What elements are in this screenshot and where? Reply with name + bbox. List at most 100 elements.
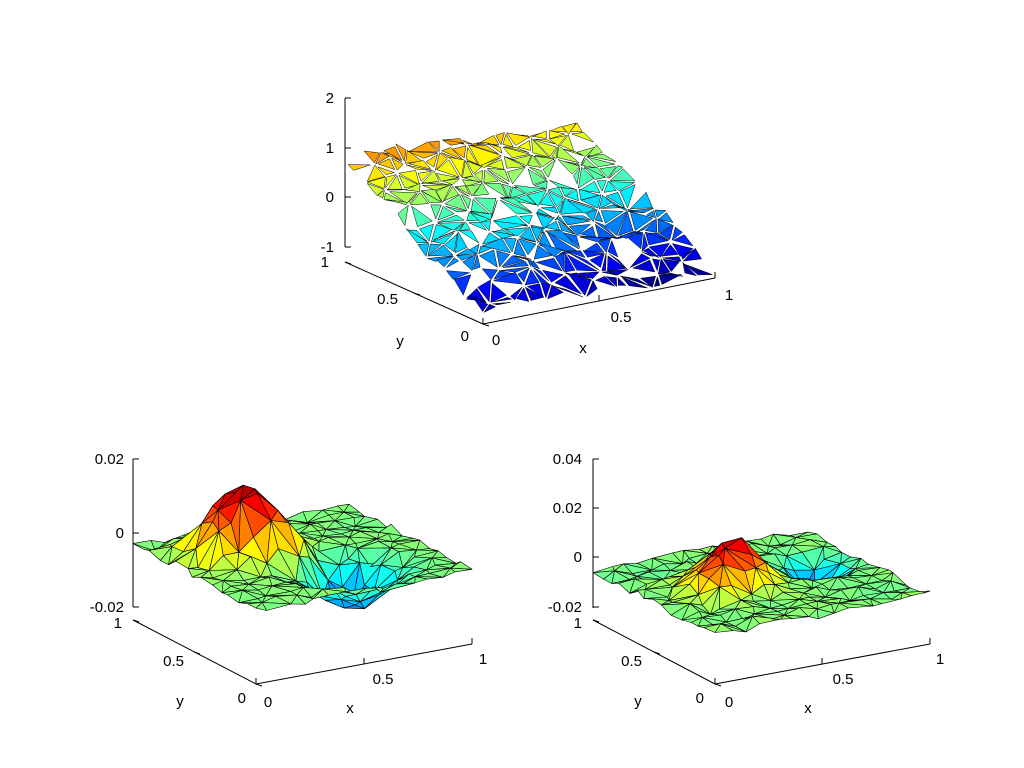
- surface-facet: [501, 255, 525, 268]
- y-ticks-top: [344, 261, 490, 327]
- surface-facet: [554, 252, 565, 273]
- surface-facet: [539, 243, 563, 257]
- surface-facet: [563, 215, 591, 221]
- surface-facet: [487, 143, 503, 154]
- surface-facet: [578, 166, 594, 189]
- surface-facet: [672, 234, 694, 247]
- surface-facet: [386, 199, 408, 205]
- x-ticks-top: [482, 272, 716, 324]
- surface-facet: [641, 233, 648, 252]
- surface-facet: [444, 194, 468, 212]
- surface-facet: [567, 254, 598, 272]
- surface-facet: [405, 164, 433, 171]
- z-tick-label: -1: [321, 239, 334, 256]
- surface-facet: [454, 223, 464, 232]
- surface-facet: [558, 221, 575, 235]
- surface-facet: [529, 166, 547, 180]
- surface-facet: [518, 238, 537, 256]
- surface-facet: [387, 175, 403, 191]
- surface-facet: [608, 165, 623, 179]
- surface-facet: [580, 226, 597, 238]
- surface-facet: [662, 256, 682, 262]
- y-tick-label: 1: [114, 615, 122, 632]
- y-ticks-bottom-right: [592, 619, 722, 687]
- surface-facet: [525, 286, 545, 301]
- surface-facet: [567, 200, 596, 214]
- x-tick-label: 1: [725, 287, 733, 304]
- surface-facet: [565, 189, 579, 201]
- surface-facet: [661, 244, 679, 257]
- surface-facet: [408, 192, 419, 204]
- surface-facet: [430, 204, 442, 220]
- surface-facet: [553, 285, 584, 298]
- surface-facet: [594, 221, 616, 238]
- surface-facet: [377, 166, 395, 175]
- surface-facet: [405, 228, 429, 244]
- surface-facet: [495, 132, 505, 145]
- surface-facet: [601, 252, 607, 271]
- z-tick-label: -0.02: [548, 599, 582, 616]
- surface-facet: [630, 191, 653, 209]
- surface-facet: [427, 243, 442, 256]
- surface-facet: [366, 164, 386, 182]
- surface-facet: [465, 147, 479, 165]
- surface-facet: [437, 222, 464, 231]
- surface-facet: [398, 170, 420, 186]
- surface-facet: [499, 196, 512, 199]
- surface-facet: [504, 146, 530, 153]
- surface-facet: [514, 255, 532, 260]
- surface-facet: [436, 159, 460, 178]
- surface-facet: [557, 200, 564, 214]
- z-ticks-bottom-left: [133, 458, 139, 608]
- surface-facet: [408, 141, 438, 153]
- surface-facet: [573, 167, 581, 185]
- surface-facet: [473, 297, 489, 312]
- surface-facet: [407, 151, 438, 159]
- surface-facet: [455, 185, 470, 195]
- x-axis-label: x: [346, 700, 354, 717]
- surface-facet: [620, 275, 651, 287]
- surface-facet: [527, 154, 542, 168]
- z-tick-label: -0.02: [90, 599, 124, 616]
- surface-facet: [363, 150, 380, 164]
- surface-facet: [395, 143, 407, 162]
- surface-facet: [587, 156, 616, 168]
- surface-facet: [608, 253, 628, 270]
- surface-facet: [662, 258, 680, 272]
- surface-facet: [466, 184, 482, 197]
- surface-facet: [566, 251, 600, 271]
- z-ticks-bottom-right: [593, 458, 599, 608]
- surface-facet: [628, 208, 654, 213]
- surface-facet: [499, 199, 533, 215]
- z-tick-label: 1: [326, 140, 334, 157]
- surface-facet: [618, 211, 634, 236]
- z-tick-label: 0: [116, 525, 124, 542]
- surface-facet: [547, 231, 577, 251]
- surface-facet: [657, 218, 673, 234]
- axes-bottom-left: [132, 458, 473, 687]
- surface-facet: [576, 146, 596, 157]
- surface-facet: [506, 132, 530, 146]
- surface-facet: [375, 152, 390, 165]
- surface-facet: [654, 209, 667, 218]
- surface-facet: [454, 186, 470, 197]
- surface-facet: [645, 231, 669, 246]
- surface-facet: [441, 147, 463, 160]
- axes-bottom-right: [592, 458, 931, 687]
- surface-facet: [561, 215, 591, 226]
- surface-facet: [605, 192, 625, 208]
- surface-facet: [510, 286, 523, 301]
- surface-facet: [540, 206, 559, 214]
- surface-facet: [580, 156, 585, 167]
- y-tick-label: 0.5: [163, 653, 184, 670]
- surface-facet: [520, 238, 536, 243]
- panel-bottom-right: 0.04 0.02 0 -0.02 1 0.5 0 0 0.5 1 y x: [548, 451, 944, 717]
- surface-facet: [816, 608, 835, 620]
- surface-facet: [462, 139, 473, 145]
- surface-facet: [366, 183, 384, 197]
- surface-facet: [540, 282, 551, 299]
- surface-facet: [397, 204, 409, 226]
- surface-facet: [377, 189, 385, 199]
